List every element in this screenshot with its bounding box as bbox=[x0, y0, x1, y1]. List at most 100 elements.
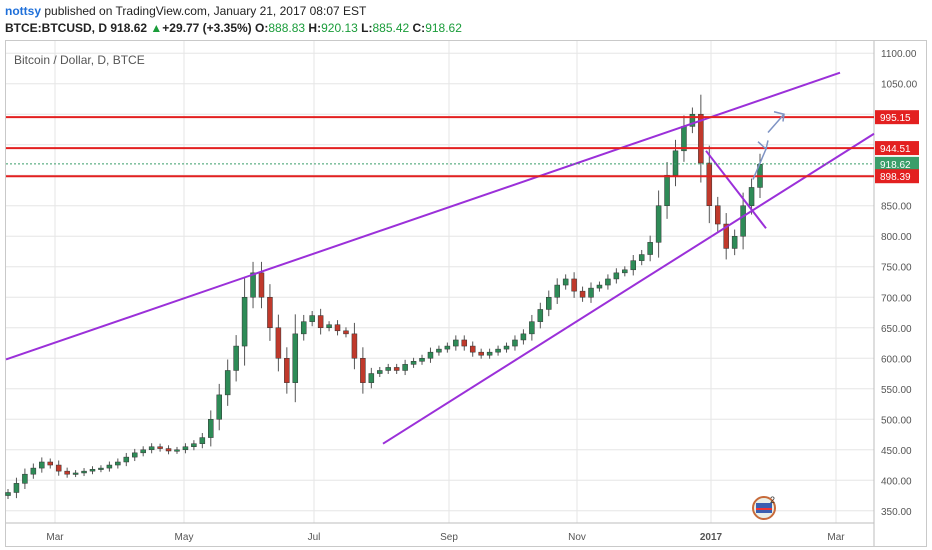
candle-body bbox=[275, 327, 282, 359]
flag-stripe bbox=[756, 508, 772, 510]
change-value: +29.77 (+3.35%) bbox=[162, 21, 252, 35]
candle-body bbox=[478, 351, 484, 356]
candle-body bbox=[410, 361, 417, 365]
open-label: O: bbox=[255, 21, 269, 35]
candle-body bbox=[13, 483, 20, 493]
candle-body bbox=[174, 449, 180, 452]
candle-body bbox=[444, 345, 451, 350]
chart-frame bbox=[5, 40, 927, 547]
y-tick-label: 600.00 bbox=[881, 354, 912, 365]
candle-body bbox=[664, 174, 670, 206]
candle-body bbox=[284, 358, 290, 383]
candle-body bbox=[596, 284, 603, 289]
price-label-box bbox=[875, 156, 919, 171]
candle-body bbox=[64, 470, 70, 475]
x-tick-label: Sep bbox=[440, 532, 458, 543]
candle-body bbox=[647, 242, 653, 255]
y-tick-label: 800.00 bbox=[881, 232, 912, 243]
candle-body bbox=[148, 446, 155, 451]
lower-trendline bbox=[382, 132, 875, 445]
chart-title: Bitcoin / Dollar, D, BTCE bbox=[14, 53, 145, 67]
candle-body bbox=[419, 358, 425, 362]
last-price: 918.62 bbox=[110, 21, 148, 35]
candle-body bbox=[326, 324, 332, 329]
candle-body bbox=[55, 464, 62, 472]
candle-body bbox=[537, 309, 544, 322]
candle-body bbox=[706, 162, 713, 206]
candle-body bbox=[740, 205, 746, 237]
projection-arrowhead bbox=[757, 140, 769, 151]
candle-body bbox=[571, 278, 577, 292]
candle-body bbox=[250, 272, 256, 298]
candle-body bbox=[427, 351, 434, 359]
candle-body bbox=[343, 330, 349, 335]
candle-body bbox=[89, 469, 96, 472]
y-tick-label: 550.00 bbox=[881, 385, 912, 396]
candle-body bbox=[241, 297, 248, 347]
candle-body bbox=[622, 269, 628, 274]
candle-body bbox=[393, 367, 400, 371]
price-label-text: 944.51 bbox=[880, 144, 911, 155]
price-label-text: 995.15 bbox=[880, 113, 911, 124]
candle-body bbox=[529, 321, 535, 335]
candle-body bbox=[351, 333, 358, 359]
candle-body bbox=[199, 437, 206, 444]
change-arrow-icon: ▲ bbox=[150, 21, 163, 35]
y-tick-label: 650.00 bbox=[881, 324, 912, 335]
candle-body bbox=[39, 461, 45, 469]
price-label-box bbox=[875, 110, 919, 125]
x-tick-label: Nov bbox=[568, 532, 586, 543]
candle-body bbox=[461, 339, 468, 347]
candle-body bbox=[30, 467, 37, 475]
open-value: 888.83 bbox=[268, 21, 306, 35]
candle-body bbox=[292, 333, 299, 383]
low-label: L: bbox=[361, 21, 373, 35]
candle-body bbox=[123, 456, 130, 463]
y-tick-label: 750.00 bbox=[881, 263, 912, 274]
candle-body bbox=[216, 394, 222, 420]
price-label-box bbox=[875, 141, 919, 156]
candle-body bbox=[613, 272, 620, 280]
candle-body bbox=[723, 223, 729, 249]
low-value: 885.42 bbox=[372, 21, 410, 35]
candle-body bbox=[368, 373, 375, 383]
x-tick-label: 2017 bbox=[700, 532, 723, 543]
candle-body bbox=[267, 297, 273, 329]
high-label: H: bbox=[308, 21, 322, 35]
author-name[interactable]: nottsy bbox=[5, 4, 41, 18]
candle-body bbox=[300, 321, 307, 335]
candle-body bbox=[140, 449, 146, 454]
candle-body bbox=[5, 492, 11, 496]
candle-body bbox=[72, 472, 79, 475]
price-label-text: 898.39 bbox=[880, 172, 911, 183]
symbol-label: BTCE:BTCUSD, D bbox=[5, 21, 107, 35]
y-tick-label: 400.00 bbox=[881, 476, 912, 487]
candle-body bbox=[157, 446, 163, 449]
candle-body bbox=[334, 324, 341, 332]
candle-body bbox=[469, 345, 476, 353]
ohlc-bar: BTCE:BTCUSD, D 918.62 ▲+29.77 (+3.35%) O… bbox=[5, 21, 462, 35]
candle-body bbox=[731, 235, 738, 249]
candle-body bbox=[98, 467, 104, 470]
y-tick-label: 850.00 bbox=[881, 202, 912, 213]
x-tick-label: Jul bbox=[308, 532, 321, 543]
candle-body bbox=[224, 370, 231, 396]
close-value: 918.62 bbox=[425, 21, 462, 35]
price-label-text: 918.62 bbox=[880, 160, 911, 171]
candle-body bbox=[47, 461, 53, 466]
candle-body bbox=[317, 315, 324, 329]
candle-body bbox=[191, 443, 197, 447]
candle-body bbox=[579, 290, 586, 298]
candle-body bbox=[22, 473, 28, 484]
published-text: published on TradingView.com, January 21… bbox=[44, 4, 367, 18]
y-tick-label: 1050.00 bbox=[881, 80, 918, 91]
candle-body bbox=[748, 187, 755, 206]
candle-body bbox=[512, 339, 518, 347]
close-label: C: bbox=[412, 21, 426, 35]
candle-body bbox=[115, 461, 121, 466]
candle-body bbox=[233, 345, 239, 371]
price-label-box bbox=[875, 169, 919, 184]
x-tick-label: Mar bbox=[827, 532, 845, 543]
y-tick-label: 1100.00 bbox=[881, 49, 917, 60]
